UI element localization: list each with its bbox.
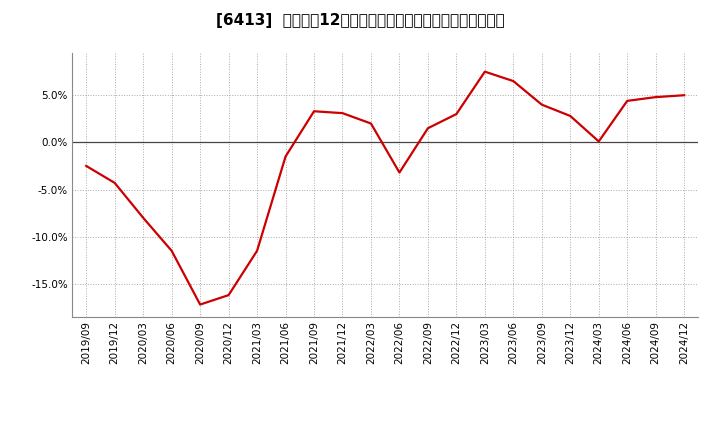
- Text: [6413]  売上高の12か月移動合計の対前年同期増減率の推移: [6413] 売上高の12か月移動合計の対前年同期増減率の推移: [215, 13, 505, 28]
